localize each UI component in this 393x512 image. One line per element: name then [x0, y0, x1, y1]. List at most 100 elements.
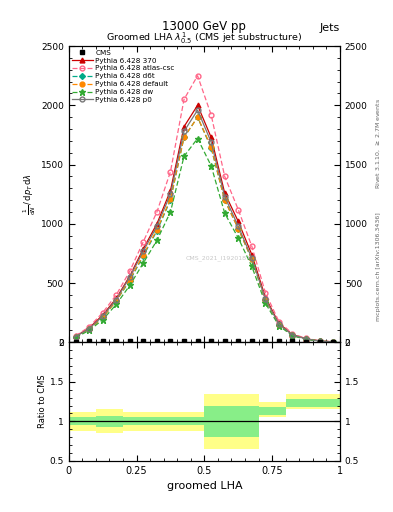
CMS: [127, 338, 132, 344]
Pythia 6.428 default: [209, 144, 213, 150]
Pythia 6.428 default: [141, 251, 146, 258]
CMS: [304, 338, 309, 345]
CMS: [73, 338, 78, 345]
CMS: [209, 338, 213, 344]
Pythia 6.428 atlas-csc: [331, 339, 336, 345]
Pythia 6.428 atlas-csc: [141, 239, 146, 245]
Pythia 6.428 default: [277, 322, 281, 328]
Pythia 6.428 atlas-csc: [222, 174, 227, 180]
Pythia 6.428 atlas-csc: [127, 268, 132, 274]
CMS: [100, 338, 105, 344]
Pythia 6.428 default: [168, 196, 173, 202]
Pythia 6.428 370: [304, 336, 309, 342]
Pythia 6.428 default: [114, 298, 119, 304]
Pythia 6.428 default: [317, 338, 322, 344]
Pythia 6.428 370: [277, 321, 281, 327]
Pythia 6.428 atlas-csc: [154, 209, 159, 215]
Pythia 6.428 370: [154, 221, 159, 227]
Legend: CMS, Pythia 6.428 370, Pythia 6.428 atlas-csc, Pythia 6.428 d6t, Pythia 6.428 de: CMS, Pythia 6.428 370, Pythia 6.428 atla…: [71, 48, 176, 104]
Pythia 6.428 dw: [141, 260, 146, 266]
Pythia 6.428 d6t: [182, 134, 186, 140]
Pythia 6.428 atlas-csc: [100, 310, 105, 316]
Pythia 6.428 370: [263, 294, 268, 301]
Line: Pythia 6.428 atlas-csc: Pythia 6.428 atlas-csc: [73, 73, 336, 344]
Pythia 6.428 370: [87, 325, 92, 331]
Pythia 6.428 d6t: [236, 225, 241, 231]
Pythia 6.428 dw: [87, 327, 92, 333]
Pythia 6.428 default: [331, 339, 336, 345]
Pythia 6.428 atlas-csc: [250, 243, 254, 249]
Pythia 6.428 dw: [250, 263, 254, 269]
CMS: [236, 338, 241, 344]
Pythia 6.428 370: [317, 338, 322, 344]
Pythia 6.428 dw: [114, 302, 119, 308]
Pythia 6.428 atlas-csc: [168, 168, 173, 175]
Pythia 6.428 p0: [114, 296, 119, 303]
Pythia 6.428 dw: [222, 210, 227, 216]
Pythia 6.428 d6t: [222, 197, 227, 203]
Text: Rivet 3.1.10, $\geq$ 2.7M events: Rivet 3.1.10, $\geq$ 2.7M events: [374, 98, 382, 189]
Pythia 6.428 p0: [168, 191, 173, 197]
Pythia 6.428 dw: [73, 334, 78, 340]
Pythia 6.428 dw: [100, 317, 105, 323]
Text: 13000 GeV pp: 13000 GeV pp: [162, 20, 246, 33]
Pythia 6.428 dw: [154, 238, 159, 244]
Pythia 6.428 p0: [277, 321, 281, 327]
Pythia 6.428 default: [236, 225, 241, 231]
Pythia 6.428 p0: [209, 139, 213, 145]
Pythia 6.428 d6t: [154, 228, 159, 234]
Pythia 6.428 370: [250, 251, 254, 258]
Pythia 6.428 dw: [195, 136, 200, 142]
Pythia 6.428 dw: [168, 209, 173, 215]
Pythia 6.428 d6t: [277, 322, 281, 328]
Pythia 6.428 p0: [331, 339, 336, 345]
Pythia 6.428 atlas-csc: [114, 292, 119, 298]
Pythia 6.428 370: [127, 273, 132, 279]
Pythia 6.428 370: [100, 312, 105, 318]
Pythia 6.428 370: [168, 187, 173, 194]
Pythia 6.428 atlas-csc: [290, 331, 295, 337]
Text: mcplots.cern.ch [arXiv:1306.3436]: mcplots.cern.ch [arXiv:1306.3436]: [376, 212, 380, 321]
Pythia 6.428 p0: [317, 338, 322, 344]
Pythia 6.428 p0: [263, 296, 268, 302]
Pythia 6.428 atlas-csc: [277, 318, 281, 325]
Pythia 6.428 370: [331, 339, 336, 345]
Pythia 6.428 default: [290, 332, 295, 338]
CMS: [87, 338, 92, 344]
Pythia 6.428 dw: [290, 333, 295, 339]
Pythia 6.428 d6t: [127, 278, 132, 284]
Pythia 6.428 d6t: [263, 296, 268, 303]
Pythia 6.428 p0: [236, 223, 241, 229]
CMS: [154, 338, 159, 344]
Y-axis label: Ratio to CMS: Ratio to CMS: [38, 375, 47, 429]
CMS: [141, 338, 146, 344]
Pythia 6.428 default: [87, 326, 92, 332]
CMS: [114, 338, 119, 344]
CMS: [182, 338, 186, 344]
Pythia 6.428 370: [222, 190, 227, 196]
Pythia 6.428 p0: [127, 274, 132, 280]
Pythia 6.428 p0: [222, 194, 227, 200]
Pythia 6.428 default: [182, 134, 186, 140]
Y-axis label: $\frac{1}{\mathrm{d}N}\,/\,\mathrm{d}p_T\,\mathrm{d}\lambda$: $\frac{1}{\mathrm{d}N}\,/\,\mathrm{d}p_T…: [22, 173, 38, 215]
Pythia 6.428 default: [100, 314, 105, 321]
CMS: [250, 338, 254, 344]
Pythia 6.428 atlas-csc: [317, 338, 322, 344]
CMS: [222, 338, 227, 344]
Pythia 6.428 dw: [209, 163, 213, 169]
X-axis label: groomed LHA: groomed LHA: [167, 481, 242, 491]
Pythia 6.428 p0: [141, 248, 146, 254]
Pythia 6.428 default: [222, 197, 227, 203]
Pythia 6.428 370: [290, 332, 295, 338]
Pythia 6.428 p0: [87, 326, 92, 332]
Pythia 6.428 d6t: [304, 336, 309, 342]
Pythia 6.428 dw: [236, 235, 241, 241]
Pythia 6.428 370: [141, 246, 146, 252]
Pythia 6.428 p0: [250, 255, 254, 261]
Title: Groomed LHA $\lambda^{1}_{0.5}$ (CMS jet substructure): Groomed LHA $\lambda^{1}_{0.5}$ (CMS jet…: [106, 31, 303, 46]
Pythia 6.428 p0: [304, 336, 309, 342]
Pythia 6.428 d6t: [87, 326, 92, 332]
Pythia 6.428 d6t: [290, 332, 295, 338]
Line: Pythia 6.428 p0: Pythia 6.428 p0: [73, 108, 336, 345]
Pythia 6.428 370: [73, 333, 78, 339]
